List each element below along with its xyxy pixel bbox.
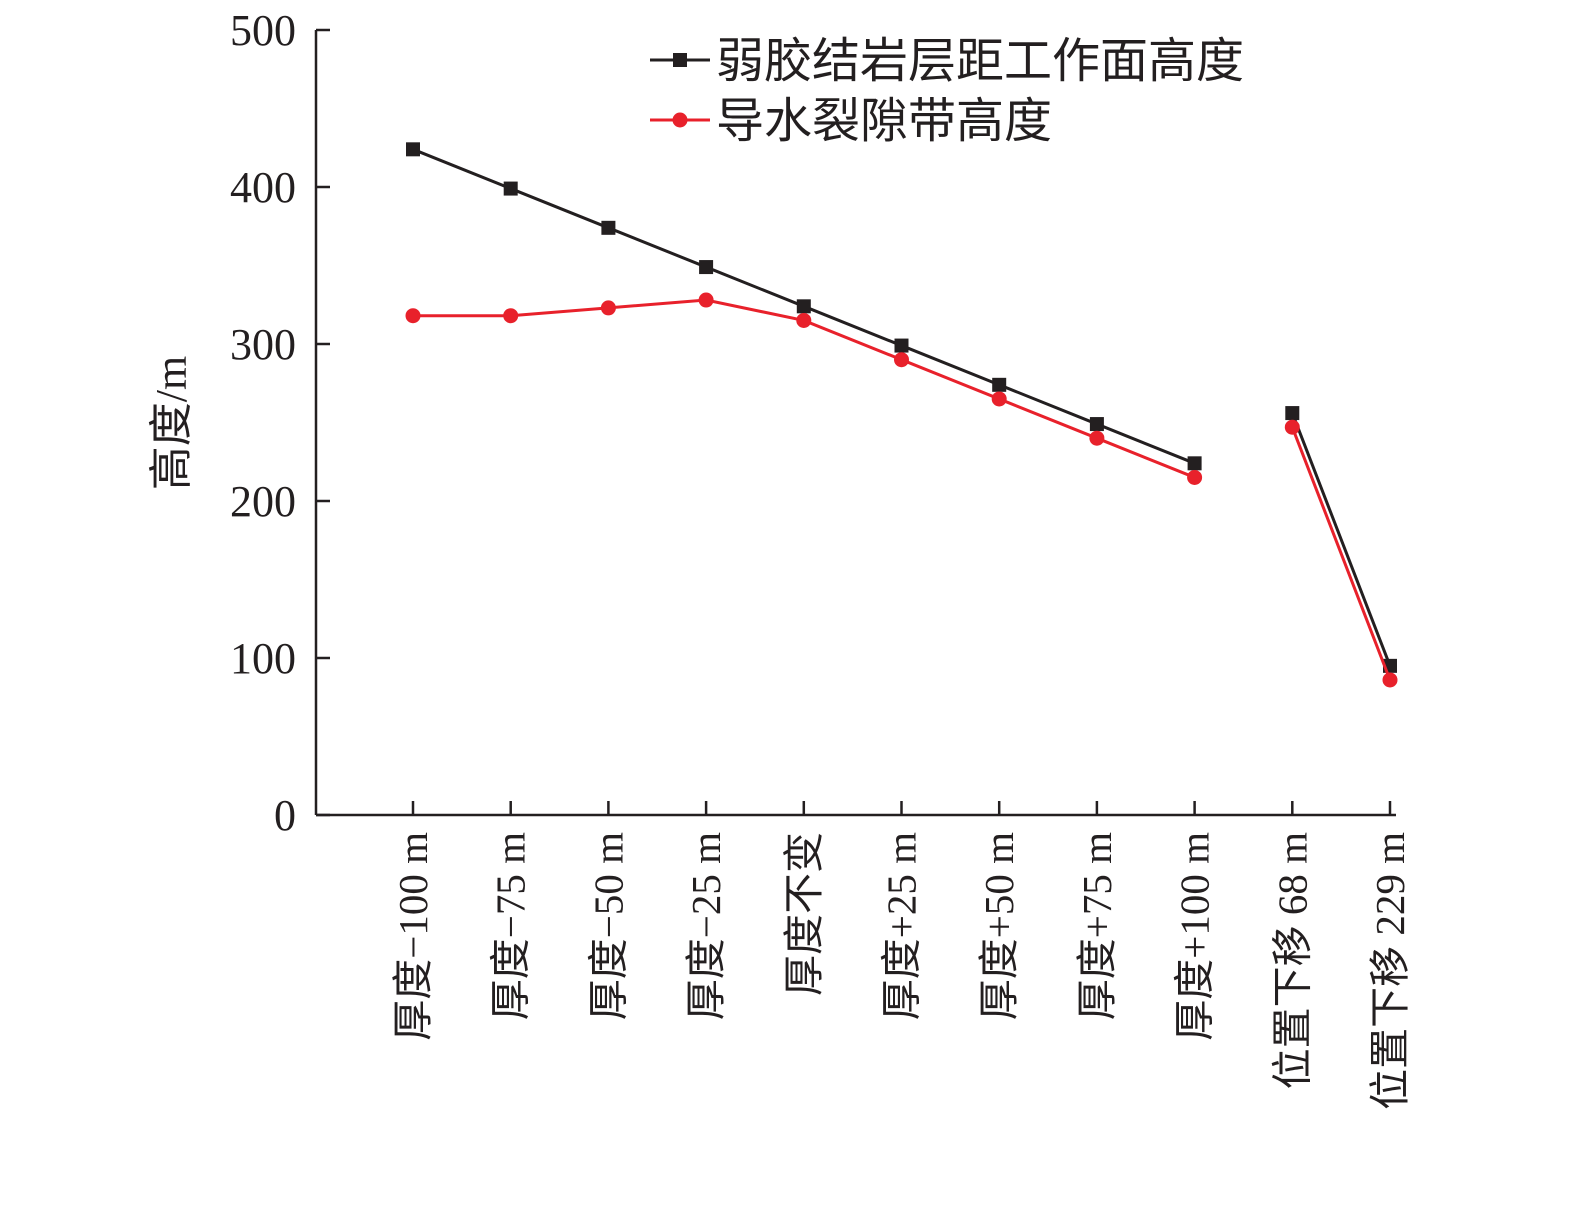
x-category-label: 厚度+75 m: [1074, 832, 1120, 1020]
y-tick-label: 300: [230, 320, 296, 369]
x-category-label: 厚度−100 m: [390, 832, 436, 1041]
legend-item: 导水裂隙带高度: [650, 95, 1052, 148]
x-category-label: 厚度−50 m: [585, 832, 631, 1020]
legend-marker-square: [673, 53, 687, 67]
y-tick-label: 0: [274, 791, 296, 840]
data-point-circle: [991, 391, 1007, 407]
data-point-circle: [600, 300, 616, 316]
data-point-circle: [1089, 430, 1105, 446]
data-point-circle: [1382, 672, 1398, 688]
data-point-square: [503, 181, 518, 196]
series-1: [406, 142, 1397, 673]
x-category-label: 厚度+100 m: [1172, 832, 1218, 1041]
y-tick-label: 100: [230, 634, 296, 683]
data-point-square: [1089, 417, 1104, 432]
x-ticks: 厚度−100 m 厚度−75 m 厚度−50 m 厚度−25 m 厚度不变 厚度+25 m…: [390, 801, 1413, 1110]
x-category-label: 厚度+25 m: [879, 832, 925, 1020]
data-point-circle: [698, 292, 714, 308]
data-point-circle: [796, 312, 812, 328]
y-tick-label: 400: [230, 163, 296, 212]
y-ticks: 0 100 200 300 400 500: [230, 6, 330, 840]
y-axis-title: 高度/m: [147, 356, 196, 490]
legend-marker-circle: [672, 112, 688, 128]
y-tick-label: 200: [230, 477, 296, 526]
axes: [314, 30, 1396, 817]
legend-item: 弱胶结岩层距工作面高度: [650, 35, 1244, 88]
data-point-square: [601, 220, 616, 235]
data-point-square: [796, 299, 811, 314]
legend-label: 弱胶结岩层距工作面高度: [716, 35, 1244, 88]
series-2: [405, 292, 1398, 688]
series-layer: [405, 142, 1398, 688]
legend-label: 导水裂隙带高度: [716, 95, 1052, 148]
series-line: [1290, 412, 1392, 667]
data-point-square: [1187, 456, 1202, 471]
x-category-label: 厚度−25 m: [683, 832, 729, 1020]
data-point-circle: [1284, 419, 1300, 435]
x-category-label: 厚度不变: [781, 832, 827, 996]
y-tick-label: 500: [230, 6, 296, 55]
x-category-label: 厚度−75 m: [488, 832, 534, 1020]
data-point-square: [699, 260, 714, 275]
data-point-square: [406, 142, 420, 157]
series-line: [1290, 426, 1392, 681]
data-point-square: [894, 338, 909, 353]
x-category-label: 位置下移 68 m: [1269, 832, 1315, 1089]
x-category-label: 位置下移 229 m: [1367, 832, 1413, 1110]
data-point-square: [1285, 406, 1300, 421]
data-point-circle: [894, 352, 909, 368]
data-point-square: [992, 377, 1007, 392]
x-category-label: 厚度+50 m: [976, 832, 1022, 1020]
data-point-circle: [1187, 469, 1203, 485]
data-point-circle: [405, 308, 421, 324]
data-point-circle: [503, 308, 519, 324]
